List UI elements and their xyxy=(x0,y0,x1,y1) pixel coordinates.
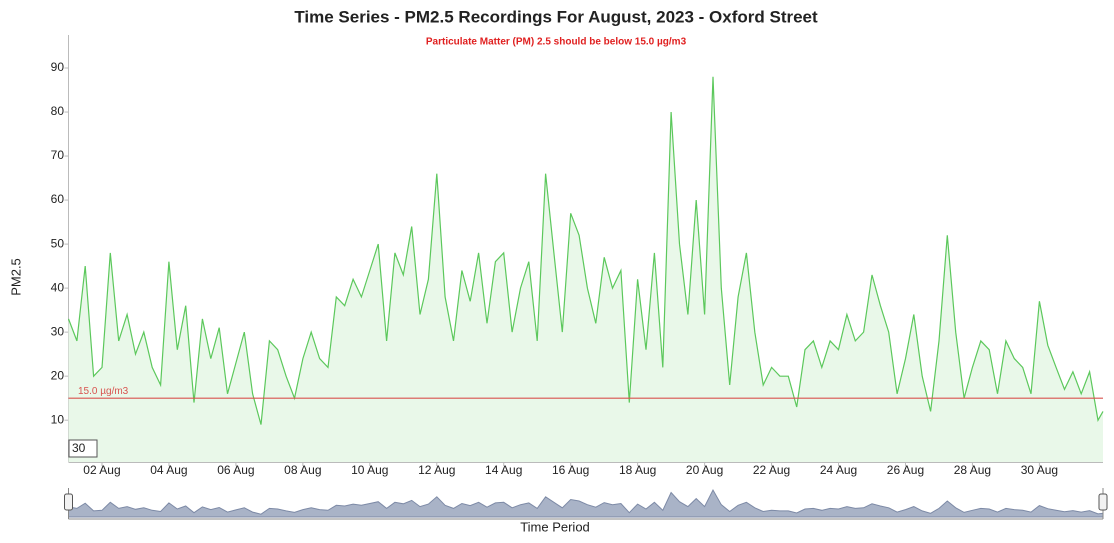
y-axis-label: PM2.5 xyxy=(8,258,23,296)
x-tick-label: 04 Aug xyxy=(150,463,187,477)
area xyxy=(68,76,1103,463)
x-tick-label: 10 Aug xyxy=(351,463,388,477)
x-tick-label: 20 Aug xyxy=(686,463,723,477)
y-tick-label: 50 xyxy=(51,236,65,250)
range-handle[interactable] xyxy=(64,493,73,511)
y-tick-label: 60 xyxy=(51,192,65,206)
x-tick-label: 24 Aug xyxy=(820,463,857,477)
y-tick-label: 80 xyxy=(51,104,65,118)
threshold-label: 15.0 µg/m3 xyxy=(78,386,129,397)
y-tick-label: 90 xyxy=(51,60,65,74)
y-tick-label: 70 xyxy=(51,148,65,162)
y-tick-label: 30 xyxy=(51,324,65,338)
y-tick-label: 40 xyxy=(51,280,65,294)
roll-period-value: 30 xyxy=(72,441,86,455)
range-handle[interactable] xyxy=(1098,493,1108,511)
x-axis-label: Time Period xyxy=(520,519,590,534)
x-tick-label: 26 Aug xyxy=(887,463,924,477)
x-tick-label: 14 Aug xyxy=(485,463,522,477)
x-tick-label: 28 Aug xyxy=(954,463,991,477)
x-tick-label: 16 Aug xyxy=(552,463,589,477)
y-tick-label: 20 xyxy=(51,368,65,382)
x-tick-label: 08 Aug xyxy=(284,463,321,477)
series-line xyxy=(67,76,1104,425)
roll-period-input[interactable] xyxy=(68,439,98,458)
x-tick-label: 30 Aug xyxy=(1021,463,1058,477)
x-tick-label: 18 Aug xyxy=(619,463,656,477)
chart-subtitle: Particulate Matter (PM) 2.5 should be be… xyxy=(426,37,687,48)
range-selector-plot xyxy=(68,488,1104,518)
y-tick-label: 10 xyxy=(51,412,65,426)
x-tick-label: 02 Aug xyxy=(83,463,120,477)
x-tick-label: 22 Aug xyxy=(753,463,790,477)
x-tick-label: 06 Aug xyxy=(217,463,254,477)
chart-title: Time Series - PM2.5 Recordings For Augus… xyxy=(294,7,818,26)
x-tick-label: 12 Aug xyxy=(418,463,455,477)
